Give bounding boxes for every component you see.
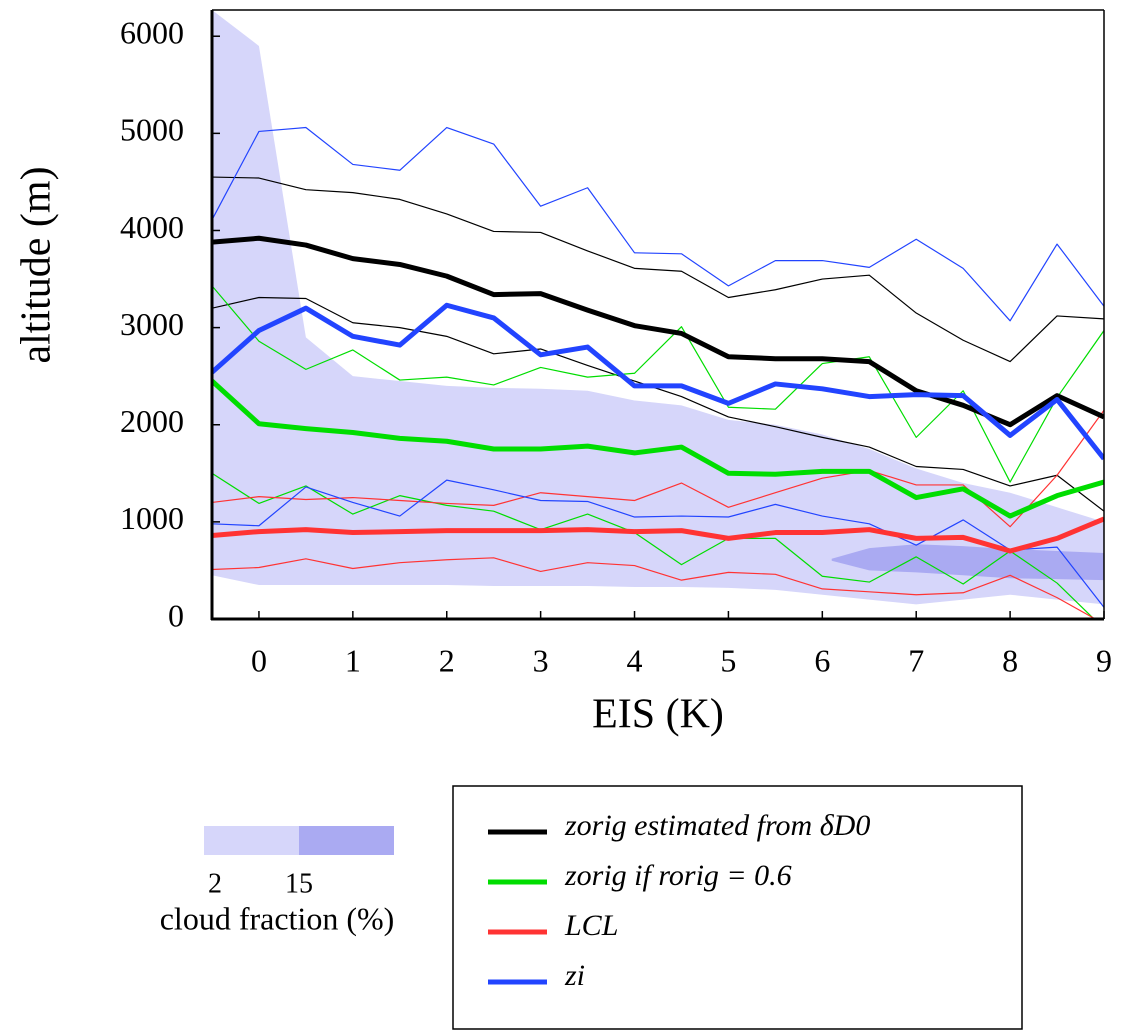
y-tick-label: 0	[168, 597, 184, 633]
series-line	[212, 379, 1104, 519]
y-tick-label: 3000	[120, 306, 184, 342]
colorbar-patch	[299, 826, 394, 855]
series-line	[212, 285, 1104, 483]
x-tick-label: 4	[627, 642, 643, 678]
y-tick-label: 1000	[120, 500, 184, 536]
series-line	[212, 126, 1104, 322]
y-axis-label: altitude (m)	[14, 166, 60, 363]
x-tick-label: 1	[345, 642, 361, 678]
colorbar-tick-label: 2	[208, 868, 222, 899]
x-tick-label: 0	[251, 642, 267, 678]
plot-area	[212, 10, 1104, 619]
y-tick-label: 4000	[120, 209, 184, 245]
series-line	[212, 409, 1104, 528]
legend-box	[452, 785, 1023, 1030]
legend-label: LCL	[564, 909, 618, 942]
series-line	[212, 557, 1097, 619]
y-tick-label: 6000	[120, 15, 184, 51]
x-tick-label: 9	[1096, 642, 1112, 678]
series-line	[212, 176, 1104, 363]
series-line	[212, 296, 1104, 512]
x-axis-label: EIS (K)	[592, 692, 724, 738]
series-line	[212, 516, 1104, 554]
x-tick-label: 6	[814, 642, 830, 678]
series-line	[212, 302, 1104, 461]
series-line	[212, 235, 1104, 428]
x-tick-label: 5	[720, 642, 736, 678]
legend-label: zi	[564, 959, 585, 992]
series-line	[212, 472, 1095, 619]
x-tick-label: 7	[908, 642, 924, 678]
colorbar-patch	[204, 826, 299, 855]
series-line	[212, 479, 1104, 608]
cloud-area	[831, 544, 1104, 581]
y-tick-label: 2000	[120, 403, 184, 439]
legend-label: zorig estimated from δD0	[564, 809, 870, 842]
colorbar-tick-label: 15	[285, 868, 313, 899]
x-tick-label: 3	[533, 642, 549, 678]
cloud-area	[212, 10, 1104, 605]
colorbar-title: cloud fraction (%)	[160, 900, 395, 936]
x-tick-label: 2	[439, 642, 455, 678]
y-tick-label: 5000	[120, 112, 184, 148]
legend-label: zorig if rorig = 0.6	[564, 859, 792, 892]
x-tick-label: 8	[1002, 642, 1018, 678]
